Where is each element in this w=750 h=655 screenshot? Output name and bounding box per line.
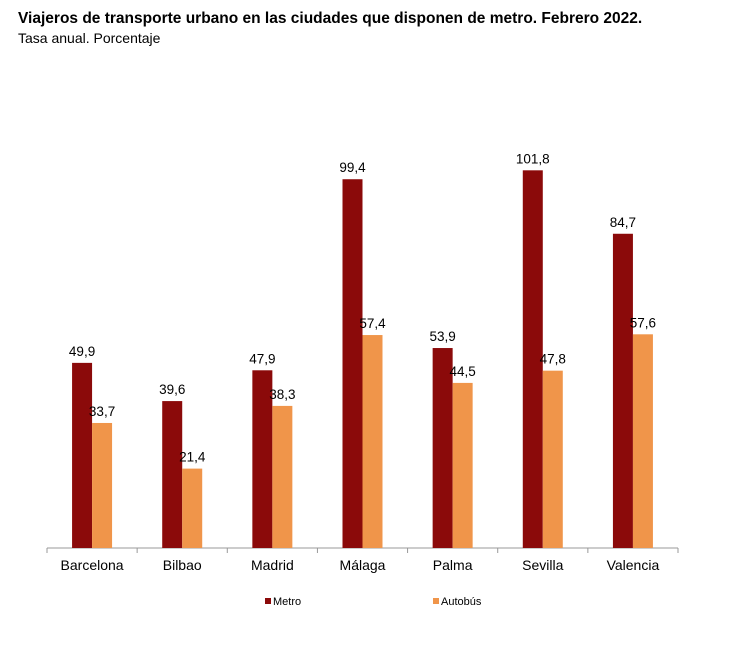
x-tick-label: Barcelona bbox=[61, 557, 124, 573]
bar-metro bbox=[252, 370, 273, 548]
data-label: 84,7 bbox=[610, 215, 636, 230]
bar-metro bbox=[522, 170, 543, 548]
bar-autobús bbox=[182, 468, 203, 548]
legend-label: Metro bbox=[273, 596, 301, 608]
bar-autobús bbox=[92, 422, 113, 548]
bar-autobús bbox=[632, 334, 653, 548]
data-label: 99,4 bbox=[339, 160, 366, 175]
data-label: 33,7 bbox=[89, 404, 115, 419]
data-label: 49,9 bbox=[69, 344, 95, 359]
bar-autobús bbox=[362, 335, 383, 548]
data-label: 57,4 bbox=[359, 316, 386, 331]
data-label: 101,8 bbox=[516, 151, 550, 166]
legend-swatch bbox=[433, 598, 439, 604]
x-tick-label: Málaga bbox=[340, 557, 386, 573]
bar-metro bbox=[162, 401, 183, 548]
bar-metro bbox=[72, 362, 93, 548]
x-tick-label: Sevilla bbox=[522, 557, 563, 573]
x-tick-label: Palma bbox=[433, 557, 473, 573]
legend-swatch bbox=[265, 598, 271, 604]
bar-metro bbox=[612, 233, 633, 548]
chart-title: Viajeros de transporte urbano en las ciu… bbox=[18, 10, 643, 27]
x-tick-label: Bilbao bbox=[163, 557, 202, 573]
data-label: 47,8 bbox=[540, 352, 566, 367]
data-label: 53,9 bbox=[430, 329, 456, 344]
data-label: 44,5 bbox=[450, 364, 476, 379]
bar-metro bbox=[432, 348, 453, 548]
chart-subtitle: Tasa anual. Porcentaje bbox=[18, 30, 161, 46]
data-label: 57,6 bbox=[630, 315, 656, 330]
bar-autobús bbox=[542, 370, 563, 548]
data-label: 39,6 bbox=[159, 382, 185, 397]
bar-autobús bbox=[452, 382, 473, 548]
legend-label: Autobús bbox=[441, 596, 482, 608]
data-label: 47,9 bbox=[249, 351, 275, 366]
bar-autobús bbox=[272, 405, 293, 548]
data-label: 21,4 bbox=[179, 450, 206, 465]
x-tick-label: Madrid bbox=[251, 557, 294, 573]
bar-metro bbox=[342, 179, 363, 548]
data-label: 38,3 bbox=[269, 387, 295, 402]
x-tick-label: Valencia bbox=[607, 557, 660, 573]
